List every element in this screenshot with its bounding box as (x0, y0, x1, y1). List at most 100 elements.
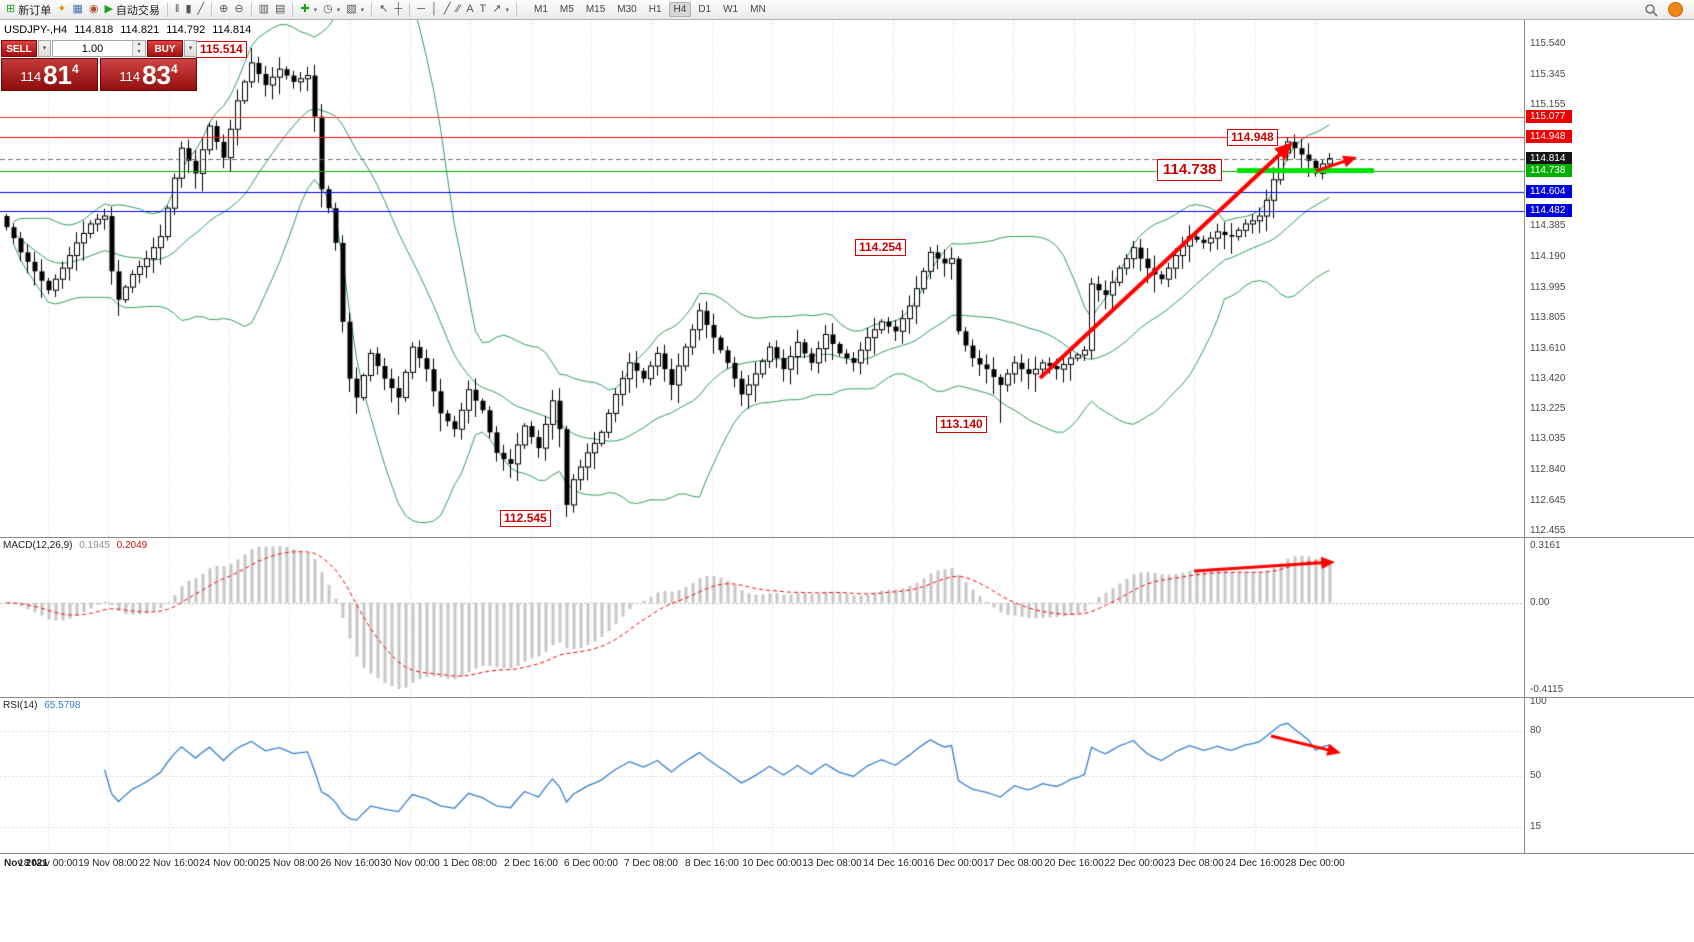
alerts-icon[interactable]: ◉ (86, 3, 102, 16)
candles-chart-icon[interactable]: ▮ (182, 3, 194, 16)
lot-spinner[interactable]: ▴ ▾ (132, 41, 145, 56)
indicators-button[interactable]: ✚ ▾ (297, 3, 320, 16)
periods-button[interactable]: ◷ ▾ (320, 3, 343, 16)
macd-panel-canvas[interactable] (0, 538, 1524, 697)
line-chart-icon[interactable]: ╱ (195, 3, 208, 16)
toolbar-separator (409, 2, 411, 17)
toolbar-separator (516, 2, 517, 17)
label-tool-icon[interactable]: T (477, 3, 490, 16)
notification-badge[interactable] (1668, 2, 1683, 17)
zoom-out-icon[interactable]: ⊖ (231, 3, 246, 16)
time-label: 6 Dec 00:00 (564, 858, 618, 869)
macd-main-value: 0.1945 (79, 540, 110, 551)
macd-signal-value: 0.2049 (116, 540, 148, 551)
time-label: 28 Dec 00:00 (1285, 858, 1345, 869)
timeframe-m1-button[interactable]: M1 (534, 4, 548, 15)
cursor-icon-glyph-icon: ↖ (379, 3, 389, 15)
time-axis[interactable]: Nov 2021 18 Nov 00:00 19 Nov 08:00 22 Nov 1… (0, 854, 1693, 876)
symbol-period-label: USDJPY-,H4 (4, 24, 68, 36)
lot-spinner-up-icon[interactable]: ▴ (133, 41, 145, 49)
price-tick: 115.540 (1530, 38, 1566, 49)
price-tick: 112.645 (1530, 495, 1566, 506)
ohlc-close: 114.814 (212, 24, 252, 36)
timeframe-h1-button[interactable]: H1 (648, 4, 662, 15)
ohlc-high: 114.821 (120, 24, 160, 36)
price-annotation-114.948[interactable]: 114.948 (1227, 129, 1278, 146)
time-label: 24 Nov 00:00 (199, 858, 259, 869)
tile-windows-icon-glyph-icon: ▥ (258, 3, 269, 15)
time-label: 10 Dec 00:00 (742, 858, 802, 869)
time-label: 18 Nov 00:00 (18, 858, 78, 869)
price-annotation-112.545[interactable]: 112.545 (500, 510, 551, 527)
price-badge-115.077: 115.077 (1526, 110, 1572, 124)
sell-button[interactable]: SELL (1, 40, 37, 57)
tile-windows-icon[interactable]: ▥ (256, 3, 272, 16)
price-annotation-114.254[interactable]: 114.254 (855, 239, 906, 256)
channel-tool-icon[interactable]: ∕∕ (454, 3, 464, 16)
price-annotation-113.140[interactable]: 113.140 (936, 416, 987, 433)
chart-window-icon[interactable]: ▦ (69, 3, 85, 16)
price-badge-114.814: 114.814 (1526, 151, 1572, 165)
bars-chart-icon-glyph-icon: ‖ (174, 3, 180, 15)
price-annotation-114.738[interactable]: 114.738 (1157, 159, 1223, 181)
time-label: 26 Nov 16:00 (320, 858, 380, 869)
time-label: 19 Nov 08:00 (78, 858, 138, 869)
vline-tool-icon[interactable]: │ (428, 3, 441, 16)
new-order-button[interactable]: ⊞ 新订单 (3, 1, 54, 19)
price-tick: 113.420 (1530, 372, 1566, 384)
timeframe-mn-button[interactable]: MN (750, 4, 766, 15)
buy-price-prefix: 114 (119, 69, 141, 84)
cursor-icon[interactable]: ↖ (376, 3, 391, 16)
timeframe-m15-button[interactable]: M15 (585, 4, 606, 15)
sell-price-tile[interactable]: 114 81 4 (1, 58, 98, 91)
label-tool-icon-glyph-icon: T (479, 3, 487, 15)
text-tool-icon[interactable]: A (463, 3, 476, 16)
search-icon[interactable] (1644, 3, 1658, 17)
vline-tool-icon-glyph-icon: │ (431, 3, 438, 15)
zoom-in-icon[interactable]: ⊕ (216, 3, 231, 16)
toolbar: ⊞ 新订单 ✦ ▦ ◉ ▶ 自动交易 ‖ ▮ ╱ ⊕ ⊖ ▥ ▤ ✚ ▾ ◷ ▾ ▧ ▾ ↖ ┼ ─ │ ╱ ∕∕ A T ↗ ▾ M1 M… (0, 0, 1694, 20)
rsi-panel-canvas[interactable] (0, 698, 1524, 853)
line-chart-icon-glyph-icon: ╱ (197, 3, 205, 15)
timeframe-d1-button[interactable]: D1 (698, 4, 712, 15)
panel-divider[interactable] (0, 537, 1694, 538)
algo-trading-button[interactable]: ▶ 自动交易 (101, 1, 162, 19)
sell-options-caret-icon[interactable]: ▾ (38, 40, 51, 57)
buy-price-tile[interactable]: 114 83 4 (100, 58, 197, 91)
time-label: 14 Dec 16:00 (863, 858, 923, 869)
toolbar-separator (166, 2, 168, 17)
timeframe-h4-button[interactable]: H4 (668, 2, 692, 17)
trendline-tool-icon[interactable]: ╱ (441, 3, 454, 16)
price-tick: 112.455 (1530, 525, 1566, 536)
time-label: 7 Dec 08:00 (624, 858, 678, 869)
buy-options-caret-icon[interactable]: ▾ (184, 40, 197, 57)
panel-divider[interactable] (0, 853, 1694, 854)
timeframe-m5-button[interactable]: M5 (559, 4, 574, 15)
favorites-icon[interactable]: ✦ (54, 3, 69, 16)
hline-tool-icon-glyph-icon: ─ (417, 3, 425, 15)
timeframe-group: M1 M5 M15 M30 H1 H4 D1 W1 MN (529, 2, 771, 17)
algo-trading-button-label: 自动交易 (115, 4, 160, 17)
shapes-button[interactable]: ↗ ▾ (489, 3, 512, 16)
macd-axis-max: 0.3161 (1530, 540, 1561, 551)
price-tick: 113.225 (1530, 403, 1566, 415)
price-tick: 114.385 (1530, 220, 1566, 232)
sell-price-sup: 4 (71, 62, 79, 76)
price-annotation-115.514[interactable]: 115.514 (196, 41, 247, 58)
templates-button[interactable]: ▧ ▾ (343, 3, 367, 16)
toolbar-right-group (1644, 2, 1691, 17)
panel-divider[interactable] (0, 697, 1694, 698)
main-chart-canvas[interactable] (0, 20, 1524, 537)
price-tick: 113.035 (1530, 433, 1566, 445)
timeframe-w1-button[interactable]: W1 (723, 4, 739, 15)
cascade-windows-icon[interactable]: ▤ (272, 3, 288, 16)
timeframe-m30-button[interactable]: M30 (617, 4, 637, 15)
bars-chart-icon[interactable]: ‖ (172, 3, 183, 16)
price-axis[interactable]: 115.540 115.345 115.155 114.385 114.190 113.9… (1524, 20, 1694, 854)
lot-spinner-down-icon[interactable]: ▾ (133, 48, 145, 56)
buy-button[interactable]: BUY (147, 40, 183, 57)
crosshair-icon[interactable]: ┼ (391, 3, 405, 16)
lot-size-input[interactable] (53, 41, 132, 56)
time-label: 20 Dec 16:00 (1044, 858, 1104, 869)
hline-tool-icon[interactable]: ─ (414, 3, 428, 16)
